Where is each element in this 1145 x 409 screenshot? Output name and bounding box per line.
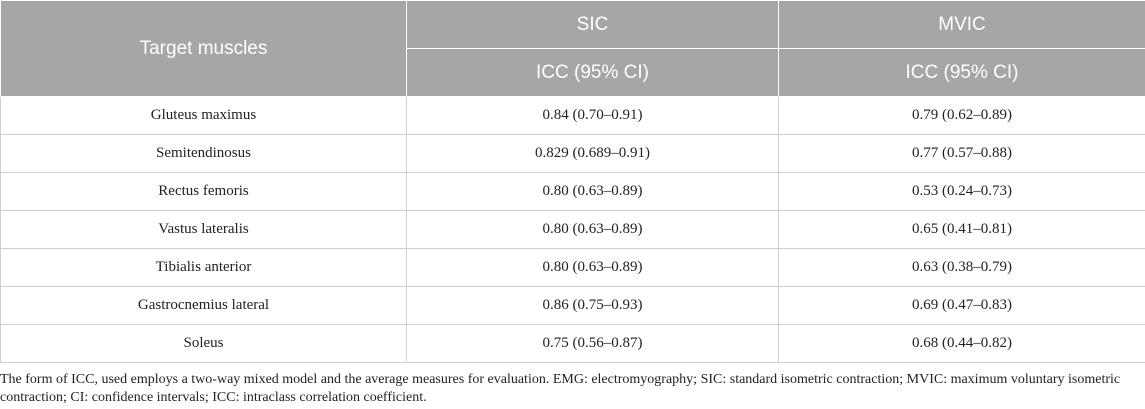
cell-sic: 0.86 (0.75–0.93) <box>406 286 779 325</box>
table-row: Soleus 0.75 (0.56–0.87) 0.68 (0.44–0.82) <box>0 324 1145 363</box>
cell-sic: 0.80 (0.63–0.89) <box>406 248 779 287</box>
cell-sic: 0.75 (0.56–0.87) <box>406 324 779 363</box>
cell-sic: 0.80 (0.63–0.89) <box>406 172 779 211</box>
cell-mvic: 0.79 (0.62–0.89) <box>778 96 1145 135</box>
header-mvic-icc: ICC (95% CI) <box>778 48 1145 97</box>
cell-muscle: Vastus lateralis <box>0 210 407 249</box>
header-row-2: ICC (95% CI) ICC (95% CI) <box>1 48 1145 97</box>
table-row: Vastus lateralis 0.80 (0.63–0.89) 0.65 (… <box>0 210 1145 249</box>
table-header: Target muscles SIC MVIC ICC (95% CI) ICC… <box>0 0 1145 97</box>
header-mvic: MVIC <box>778 0 1145 49</box>
table-footnote: The form of ICC, used employs a two-way … <box>0 372 1121 405</box>
cell-muscle: Gluteus maximus <box>0 96 407 135</box>
table-row: Gastrocnemius lateral 0.86 (0.75–0.93) 0… <box>0 286 1145 325</box>
cell-mvic: 0.63 (0.38–0.79) <box>778 248 1145 287</box>
cell-muscle: Tibialis anterior <box>0 248 407 287</box>
table-row: Gluteus maximus 0.84 (0.70–0.91) 0.79 (0… <box>0 96 1145 135</box>
header-sic: SIC <box>406 0 779 49</box>
cell-muscle: Soleus <box>0 324 407 363</box>
header-sic-icc: ICC (95% CI) <box>406 48 779 97</box>
cell-mvic: 0.68 (0.44–0.82) <box>778 324 1145 363</box>
table-row: Tibialis anterior 0.80 (0.63–0.89) 0.63 … <box>0 248 1145 287</box>
cell-muscle: Rectus femoris <box>0 172 407 211</box>
cell-sic: 0.80 (0.63–0.89) <box>406 210 779 249</box>
cell-muscle: Gastrocnemius lateral <box>0 286 407 325</box>
table-body: Gluteus maximus 0.84 (0.70–0.91) 0.79 (0… <box>0 96 1145 363</box>
cell-mvic: 0.77 (0.57–0.88) <box>778 134 1145 173</box>
cell-sic: 0.829 (0.689–0.91) <box>406 134 779 173</box>
cell-sic: 0.84 (0.70–0.91) <box>406 96 779 135</box>
table-row: Semitendinosus 0.829 (0.689–0.91) 0.77 (… <box>0 134 1145 173</box>
cell-muscle: Semitendinosus <box>0 134 407 173</box>
cell-mvic: 0.69 (0.47–0.83) <box>778 286 1145 325</box>
icc-table: Target muscles SIC MVIC ICC (95% CI) ICC… <box>0 0 1145 363</box>
cell-mvic: 0.53 (0.24–0.73) <box>778 172 1145 211</box>
header-target-muscles: Target muscles <box>0 0 407 97</box>
table-row: Rectus femoris 0.80 (0.63–0.89) 0.53 (0.… <box>0 172 1145 211</box>
header-row-1: Target muscles SIC MVIC <box>0 0 1145 97</box>
cell-mvic: 0.65 (0.41–0.81) <box>778 210 1145 249</box>
